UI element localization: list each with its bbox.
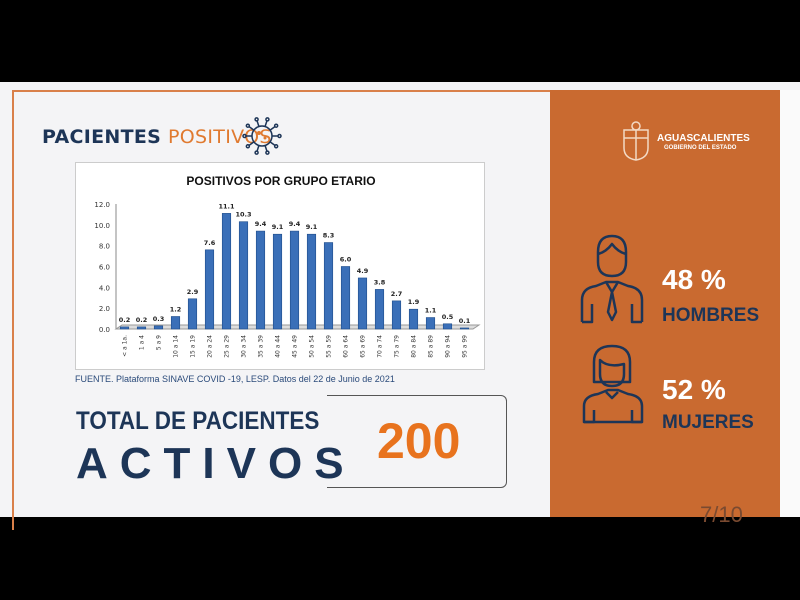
bar (238, 221, 249, 330)
data-label: 4.9 (357, 267, 369, 275)
slide-frame (12, 90, 557, 530)
bar (340, 266, 351, 330)
x-tick-label: 65 a 69 (360, 335, 367, 358)
bar (255, 230, 266, 330)
bar (323, 242, 334, 330)
chart-box: POSITIVOS POR GRUPO ETARIO 0.0 2.0 4.0 6.0 8… (75, 162, 485, 370)
page-title: PACIENTES POSITIVOS (42, 126, 272, 148)
y-tick-label: 10.0 (94, 222, 110, 230)
bar (357, 277, 368, 330)
data-label: 8.3 (323, 232, 335, 240)
x-tick-label: 60 a 64 (343, 335, 350, 358)
slide: PACIENTES POSITIVOS POSITIVOS POR GRUPO … (0, 82, 800, 530)
x-tick-label: 1 a 4 (139, 335, 146, 350)
bar (306, 233, 317, 330)
women-label: MUJERES (662, 412, 754, 433)
data-label: 0.2 (136, 316, 148, 324)
y-tick-label: 0.0 (99, 326, 110, 334)
bar (170, 316, 181, 330)
total-label: TOTAL DE PACIENTES (76, 407, 320, 435)
x-tick-label: 85 a 89 (428, 335, 435, 358)
virus-icon (242, 117, 282, 155)
x-tick-label: 10 a 14 (173, 335, 180, 358)
bar (459, 327, 470, 330)
data-label: 0.5 (442, 313, 454, 321)
data-label: 9.4 (289, 220, 301, 228)
total-label-activos: ACTIVOS (76, 439, 356, 488)
data-label: 1.1 (425, 307, 437, 315)
men-label: HOMBRES (662, 305, 760, 326)
x-tick-label: 75 a 79 (394, 335, 401, 358)
data-label: 3.8 (374, 278, 386, 286)
bar (204, 249, 215, 330)
man-icon (580, 234, 644, 324)
title-bold: PACIENTES (42, 126, 162, 148)
x-tick-label: 15 a 19 (190, 335, 197, 358)
x-tick-label: 35 a 39 (258, 335, 265, 358)
x-tick-label: 45 a 49 (292, 335, 299, 358)
data-label: 7.6 (204, 239, 216, 247)
x-tick-label: 90 a 94 (445, 335, 452, 358)
data-label: 1.2 (170, 306, 182, 314)
bar (187, 298, 198, 330)
total-value: 200 (377, 413, 461, 469)
data-label: 2.7 (391, 290, 403, 298)
x-tick-label: 70 a 74 (377, 335, 384, 358)
data-label: 10.3 (235, 211, 251, 219)
data-label: 9.1 (272, 223, 284, 231)
coat-of-arms-logo (623, 121, 649, 161)
y-tick-label: 12.0 (94, 201, 110, 209)
bar (119, 326, 130, 330)
x-tick-label: 20 a 24 (207, 335, 214, 358)
logo-sub: GOBIERNO DEL ESTADO (664, 145, 737, 151)
data-label: 6.0 (340, 256, 352, 264)
women-percent: 52 % (662, 374, 726, 405)
page-number: 7/10 (700, 502, 743, 527)
woman-icon (582, 344, 644, 424)
data-label: 0.3 (153, 315, 165, 323)
title-light: POSITIVOS (168, 126, 272, 148)
total-box (327, 395, 507, 488)
bar (221, 213, 232, 330)
logo-name: AGUASCALIENTES (657, 133, 750, 144)
x-tick-label: < a 1a. (122, 335, 129, 357)
data-label: 2.9 (187, 288, 199, 296)
x-tick-label: 95 a 99 (462, 335, 469, 358)
y-tick-label: 8.0 (99, 243, 110, 251)
x-tick-label: 30 a 34 (241, 335, 248, 358)
x-tick-label: 25 a 29 (224, 335, 231, 358)
bar (425, 317, 436, 330)
data-label: 9.4 (255, 220, 267, 228)
bar-chart: POSITIVOS POR GRUPO ETARIO 0.0 2.0 4.0 6.0 8… (94, 174, 481, 358)
source-note: FUENTE. Plataforma SINAVE COVID -19, LES… (75, 374, 395, 384)
bar (136, 326, 147, 330)
bar (289, 230, 300, 330)
data-label: 0.1 (459, 317, 471, 325)
data-label: 9.1 (306, 223, 318, 231)
bar (374, 289, 385, 330)
men-percent: 48 % (662, 264, 726, 295)
y-tick-label: 4.0 (99, 284, 110, 292)
data-label: 11.1 (218, 202, 235, 210)
bar (442, 323, 453, 330)
y-tick-label: 2.0 (99, 305, 110, 313)
x-tick-label: 80 a 84 (411, 335, 418, 358)
chart-title: POSITIVOS POR GRUPO ETARIO (186, 174, 375, 188)
data-label: 0.2 (119, 316, 131, 324)
x-tick-label: 55 a 59 (326, 335, 333, 358)
right-strip (780, 90, 800, 517)
x-tick-label: 5 a 9 (156, 335, 163, 350)
bar (391, 300, 402, 330)
bar (408, 308, 419, 330)
x-tick-label: 40 a 44 (275, 335, 282, 358)
data-label: 1.9 (408, 298, 420, 306)
x-tick-label: 50 a 54 (309, 335, 316, 358)
bar (153, 325, 164, 330)
bar (272, 233, 283, 330)
side-panel (550, 90, 780, 517)
y-tick-label: 6.0 (99, 264, 110, 272)
